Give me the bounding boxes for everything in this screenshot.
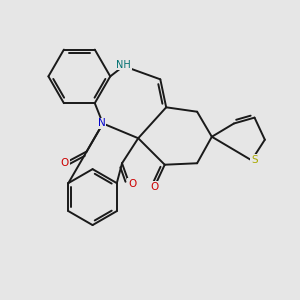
Text: S: S — [251, 155, 258, 165]
Text: N: N — [98, 118, 105, 128]
Text: O: O — [128, 179, 136, 189]
Text: O: O — [150, 182, 158, 192]
Text: O: O — [61, 158, 69, 168]
Text: NH: NH — [116, 60, 131, 70]
